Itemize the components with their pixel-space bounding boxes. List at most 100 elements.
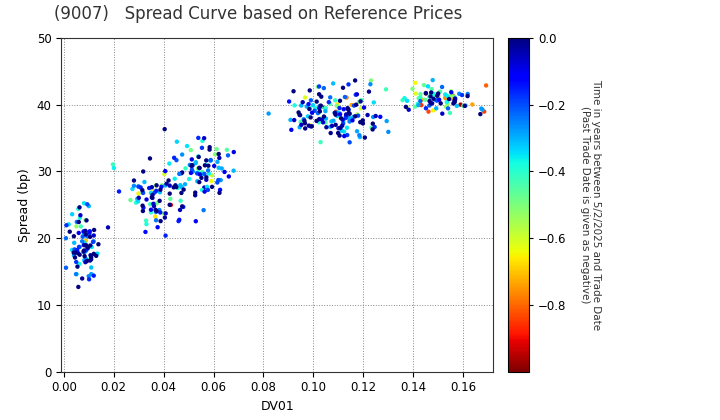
Point: [196, 144, 207, 151]
Point: [223, 173, 235, 180]
Point: [60, 222, 72, 228]
Point: [176, 170, 187, 176]
Point: [73, 260, 85, 267]
Point: [146, 185, 158, 192]
Point: [176, 169, 188, 176]
Point: [141, 196, 153, 203]
Point: [221, 147, 233, 153]
Point: [78, 232, 89, 239]
Point: [367, 120, 379, 127]
Point: [160, 182, 171, 189]
Point: [150, 209, 162, 215]
Point: [78, 253, 90, 260]
Point: [78, 228, 89, 235]
Point: [415, 91, 426, 97]
Point: [328, 117, 339, 124]
Point: [369, 123, 380, 130]
Point: [81, 217, 92, 224]
Point: [318, 119, 329, 126]
Point: [213, 151, 225, 158]
Point: [81, 242, 92, 249]
Point: [146, 184, 158, 191]
Point: [185, 170, 197, 176]
Point: [442, 100, 454, 107]
Point: [190, 160, 202, 167]
Point: [320, 119, 331, 126]
Point: [342, 105, 354, 111]
Point: [71, 249, 83, 255]
Point: [325, 130, 336, 136]
Point: [74, 215, 86, 221]
Point: [189, 192, 201, 199]
Point: [68, 233, 80, 240]
Point: [289, 117, 300, 123]
Point: [334, 105, 346, 111]
Point: [196, 174, 207, 181]
Point: [201, 174, 212, 181]
Point: [132, 183, 144, 190]
Point: [320, 105, 331, 112]
Point: [326, 123, 338, 129]
Point: [368, 99, 379, 106]
Point: [175, 197, 186, 204]
Point: [150, 182, 161, 189]
Point: [313, 83, 325, 90]
Point: [313, 119, 325, 126]
Point: [340, 113, 351, 120]
Point: [138, 204, 149, 211]
Point: [362, 112, 374, 118]
Point: [426, 89, 437, 96]
Point: [305, 122, 316, 129]
Point: [284, 117, 296, 123]
Point: [93, 241, 104, 248]
Point: [150, 217, 162, 223]
Point: [69, 246, 81, 253]
Point: [88, 250, 99, 257]
Text: (9007)   Spread Curve based on Reference Prices: (9007) Spread Curve based on Reference P…: [54, 5, 462, 23]
Point: [178, 186, 189, 193]
Point: [367, 126, 379, 133]
Point: [431, 105, 442, 112]
Point: [155, 186, 166, 193]
Point: [315, 93, 327, 100]
Point: [145, 201, 156, 207]
Point: [164, 182, 176, 189]
Point: [323, 99, 335, 105]
Point: [413, 102, 424, 108]
Point: [203, 170, 215, 177]
Point: [84, 234, 96, 240]
Point: [341, 132, 353, 139]
Point: [78, 239, 90, 246]
Point: [205, 178, 217, 184]
Point: [354, 132, 365, 139]
Point: [302, 113, 314, 120]
Point: [86, 264, 97, 271]
Point: [83, 273, 94, 280]
Point: [423, 102, 435, 109]
Point: [135, 184, 146, 191]
Point: [403, 106, 415, 113]
Point: [428, 107, 439, 114]
Point: [215, 186, 226, 193]
Point: [454, 90, 465, 97]
Point: [299, 118, 310, 124]
Point: [88, 272, 99, 279]
Point: [433, 90, 444, 97]
Point: [451, 102, 462, 109]
Point: [424, 98, 436, 105]
Point: [185, 147, 197, 153]
Point: [83, 203, 94, 210]
Point: [176, 203, 188, 210]
Point: [313, 91, 325, 97]
Point: [84, 228, 96, 235]
Point: [305, 114, 316, 121]
Point: [354, 99, 365, 105]
Point: [184, 162, 196, 168]
Point: [320, 108, 331, 115]
Point: [320, 105, 331, 112]
Point: [137, 187, 148, 194]
Point: [300, 94, 311, 101]
Point: [80, 259, 91, 265]
Point: [85, 252, 96, 259]
Point: [86, 271, 97, 278]
